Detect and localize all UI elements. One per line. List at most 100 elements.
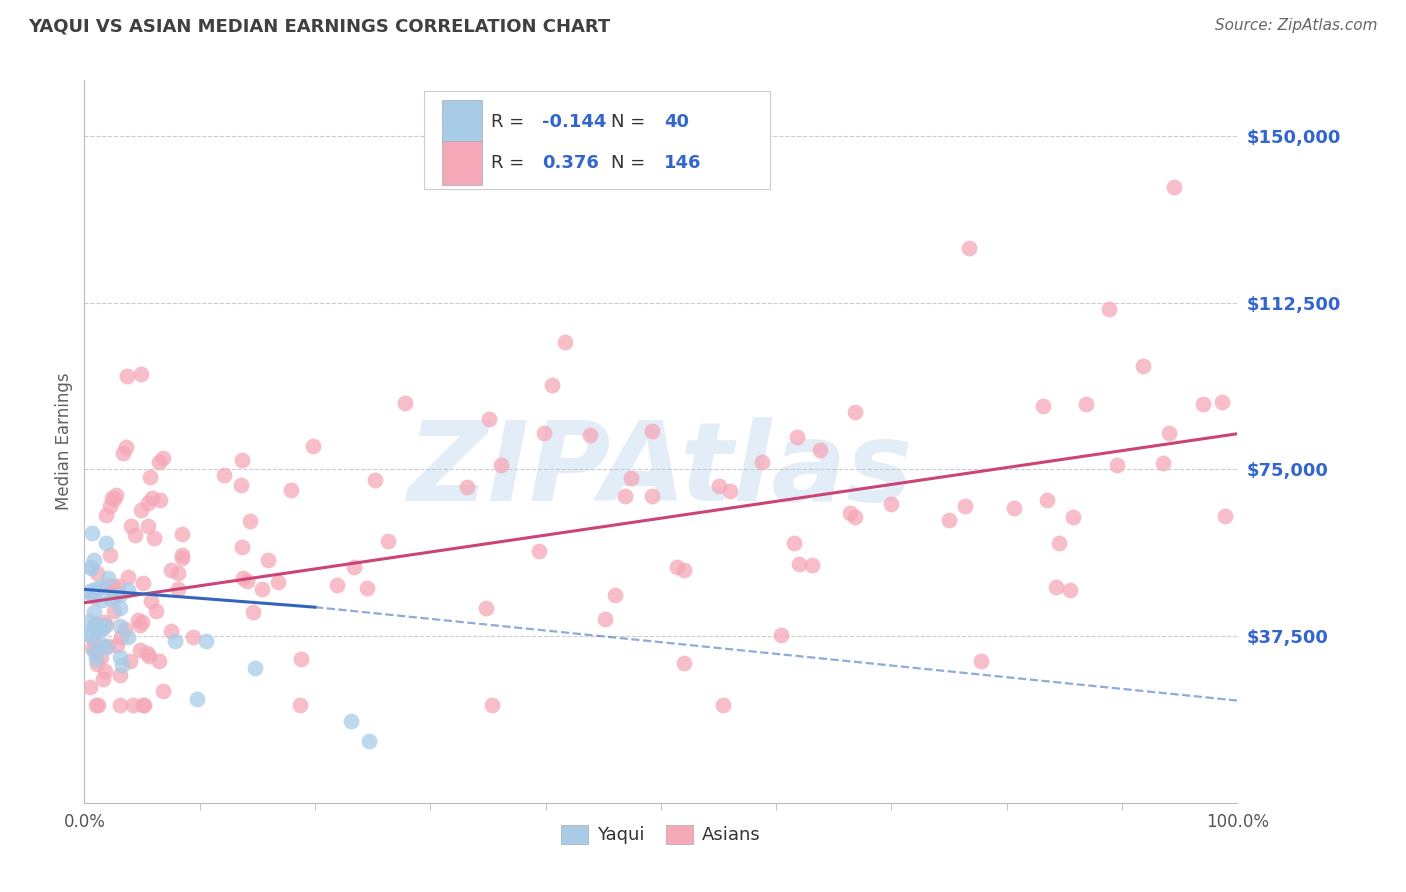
- Point: [165, 633, 187, 648]
- Point: [1211, 395, 1233, 409]
- Point: [83, 590, 105, 604]
- Point: [136, 647, 159, 661]
- Point: [90, 649, 112, 664]
- Point: [138, 496, 160, 510]
- Point: [96, 578, 118, 592]
- Point: [243, 661, 266, 675]
- Point: [79, 560, 101, 574]
- Point: [103, 579, 125, 593]
- Point: [844, 405, 866, 419]
- Point: [97, 571, 120, 585]
- Point: [100, 591, 122, 606]
- Point: [91, 622, 114, 636]
- Point: [236, 574, 259, 588]
- Point: [456, 480, 478, 494]
- Point: [159, 563, 181, 577]
- Point: [152, 451, 174, 466]
- Point: [1192, 397, 1215, 411]
- Point: [96, 640, 118, 655]
- Point: [103, 604, 125, 618]
- Text: -0.144: -0.144: [543, 112, 606, 130]
- FancyBboxPatch shape: [425, 91, 770, 189]
- Point: [1002, 500, 1025, 515]
- Point: [83, 553, 105, 567]
- Point: [110, 630, 132, 644]
- Text: N =: N =: [612, 112, 651, 130]
- Point: [82, 588, 104, 602]
- Point: [131, 615, 153, 629]
- Point: [554, 334, 576, 349]
- Point: [83, 606, 105, 620]
- Point: [1036, 493, 1059, 508]
- Point: [880, 497, 903, 511]
- Point: [603, 588, 626, 602]
- Point: [152, 684, 174, 698]
- Point: [839, 506, 862, 520]
- Point: [91, 620, 114, 634]
- Point: [108, 600, 131, 615]
- Text: 146: 146: [664, 154, 702, 172]
- Point: [250, 582, 273, 596]
- Point: [1076, 396, 1098, 410]
- Point: [713, 698, 735, 712]
- Point: [103, 590, 125, 604]
- Point: [104, 488, 127, 502]
- Text: R =: R =: [491, 154, 536, 172]
- Point: [79, 628, 101, 642]
- Point: [579, 428, 602, 442]
- Point: [139, 594, 162, 608]
- Point: [110, 618, 132, 632]
- Point: [232, 571, 254, 585]
- Point: [117, 582, 139, 597]
- Point: [1215, 508, 1237, 523]
- Point: [83, 617, 105, 632]
- Text: YAQUI VS ASIAN MEDIAN EARNINGS CORRELATION CHART: YAQUI VS ASIAN MEDIAN EARNINGS CORRELATI…: [28, 18, 610, 36]
- Point: [108, 588, 131, 602]
- Point: [79, 681, 101, 695]
- Point: [195, 633, 218, 648]
- Point: [170, 527, 193, 541]
- Point: [614, 489, 637, 503]
- Point: [481, 698, 503, 712]
- Point: [117, 631, 139, 645]
- Point: [280, 483, 302, 497]
- Point: [86, 617, 108, 632]
- Point: [1045, 580, 1067, 594]
- Point: [98, 500, 121, 514]
- Point: [769, 628, 792, 642]
- Point: [149, 492, 172, 507]
- Point: [1152, 456, 1174, 470]
- Point: [364, 473, 387, 487]
- Point: [139, 470, 162, 484]
- Point: [166, 566, 188, 580]
- Point: [620, 471, 643, 485]
- Point: [808, 443, 831, 458]
- Point: [394, 396, 416, 410]
- Point: [115, 369, 138, 384]
- Point: [86, 566, 108, 580]
- Point: [83, 634, 105, 648]
- Point: [111, 658, 134, 673]
- Point: [641, 425, 664, 439]
- Point: [80, 560, 103, 574]
- Point: [957, 241, 980, 255]
- Point: [98, 549, 121, 563]
- Point: [1163, 179, 1185, 194]
- Point: [103, 492, 125, 507]
- Point: [478, 411, 501, 425]
- Point: [533, 425, 555, 440]
- Point: [527, 544, 550, 558]
- Point: [83, 644, 105, 658]
- Point: [93, 665, 115, 679]
- Point: [1157, 426, 1180, 441]
- Point: [117, 570, 139, 584]
- Point: [343, 560, 366, 574]
- Point: [142, 531, 165, 545]
- Point: [80, 640, 103, 655]
- Point: [127, 614, 149, 628]
- Point: [242, 606, 264, 620]
- Point: [136, 519, 159, 533]
- Point: [86, 643, 108, 657]
- Point: [86, 657, 108, 672]
- Point: [489, 458, 512, 473]
